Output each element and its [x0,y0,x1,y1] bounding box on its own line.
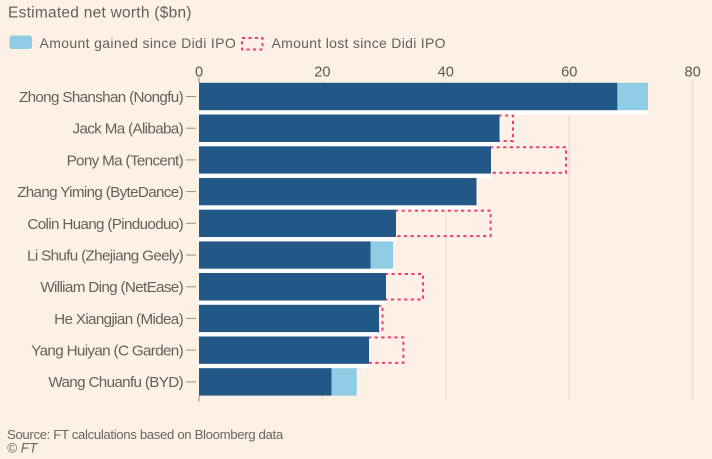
svg-text:Wang Chuanfu (BYD): Wang Chuanfu (BYD) [48,374,183,391]
svg-text:Zhong Shanshan (Nongfu): Zhong Shanshan (Nongfu) [19,89,184,106]
svg-text:80: 80 [684,65,700,81]
svg-text:Yang Huiyan (C Garden): Yang Huiyan (C Garden) [31,343,183,360]
svg-text:He Xiangjian (Midea): He Xiangjian (Midea) [54,311,183,328]
svg-text:40: 40 [438,65,454,81]
svg-text:Amount lost since Didi IPO: Amount lost since Didi IPO [272,35,446,51]
svg-text:Estimated net worth ($bn): Estimated net worth ($bn) [8,5,192,22]
svg-text:0: 0 [195,65,203,81]
svg-text:Li Shufu (Zhejiang Geely): Li Shufu (Zhejiang Geely) [27,247,184,264]
svg-text:© FT: © FT [7,441,39,456]
svg-text:Pony Ma (Tencent): Pony Ma (Tencent) [67,152,184,169]
svg-text:William Ding (NetEase): William Ding (NetEase) [40,279,183,296]
svg-text:20: 20 [314,65,330,81]
svg-text:Source: FT calculations based: Source: FT calculations based on Bloombe… [7,427,284,442]
svg-text:Jack Ma (Alibaba): Jack Ma (Alibaba) [73,121,184,138]
svg-text:Zhang Yiming (ByteDance): Zhang Yiming (ByteDance) [17,184,183,201]
svg-text:60: 60 [561,65,577,81]
svg-text:Amount gained since Didi IPO: Amount gained since Didi IPO [40,35,237,51]
svg-text:Colin Huang (Pinduoduo): Colin Huang (Pinduoduo) [27,216,183,233]
